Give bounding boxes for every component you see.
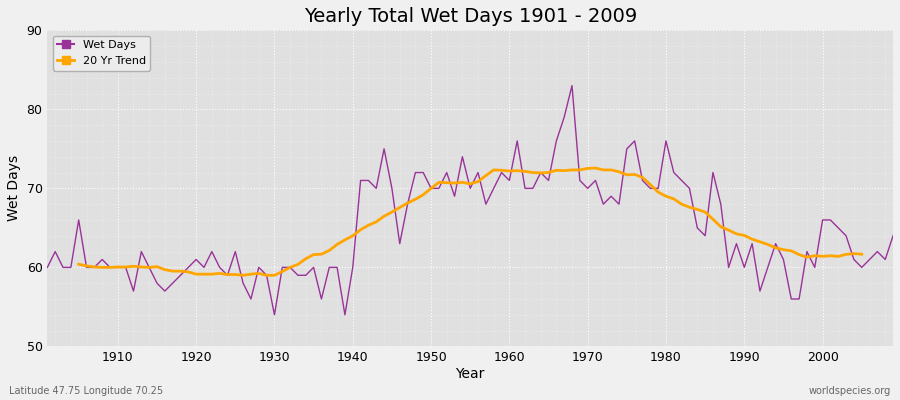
Title: Yearly Total Wet Days 1901 - 2009: Yearly Total Wet Days 1901 - 2009: [303, 7, 637, 26]
Legend: Wet Days, 20 Yr Trend: Wet Days, 20 Yr Trend: [53, 36, 150, 70]
Y-axis label: Wet Days: Wet Days: [7, 155, 21, 222]
Text: worldspecies.org: worldspecies.org: [809, 386, 891, 396]
X-axis label: Year: Year: [455, 367, 485, 381]
Text: Latitude 47.75 Longitude 70.25: Latitude 47.75 Longitude 70.25: [9, 386, 163, 396]
